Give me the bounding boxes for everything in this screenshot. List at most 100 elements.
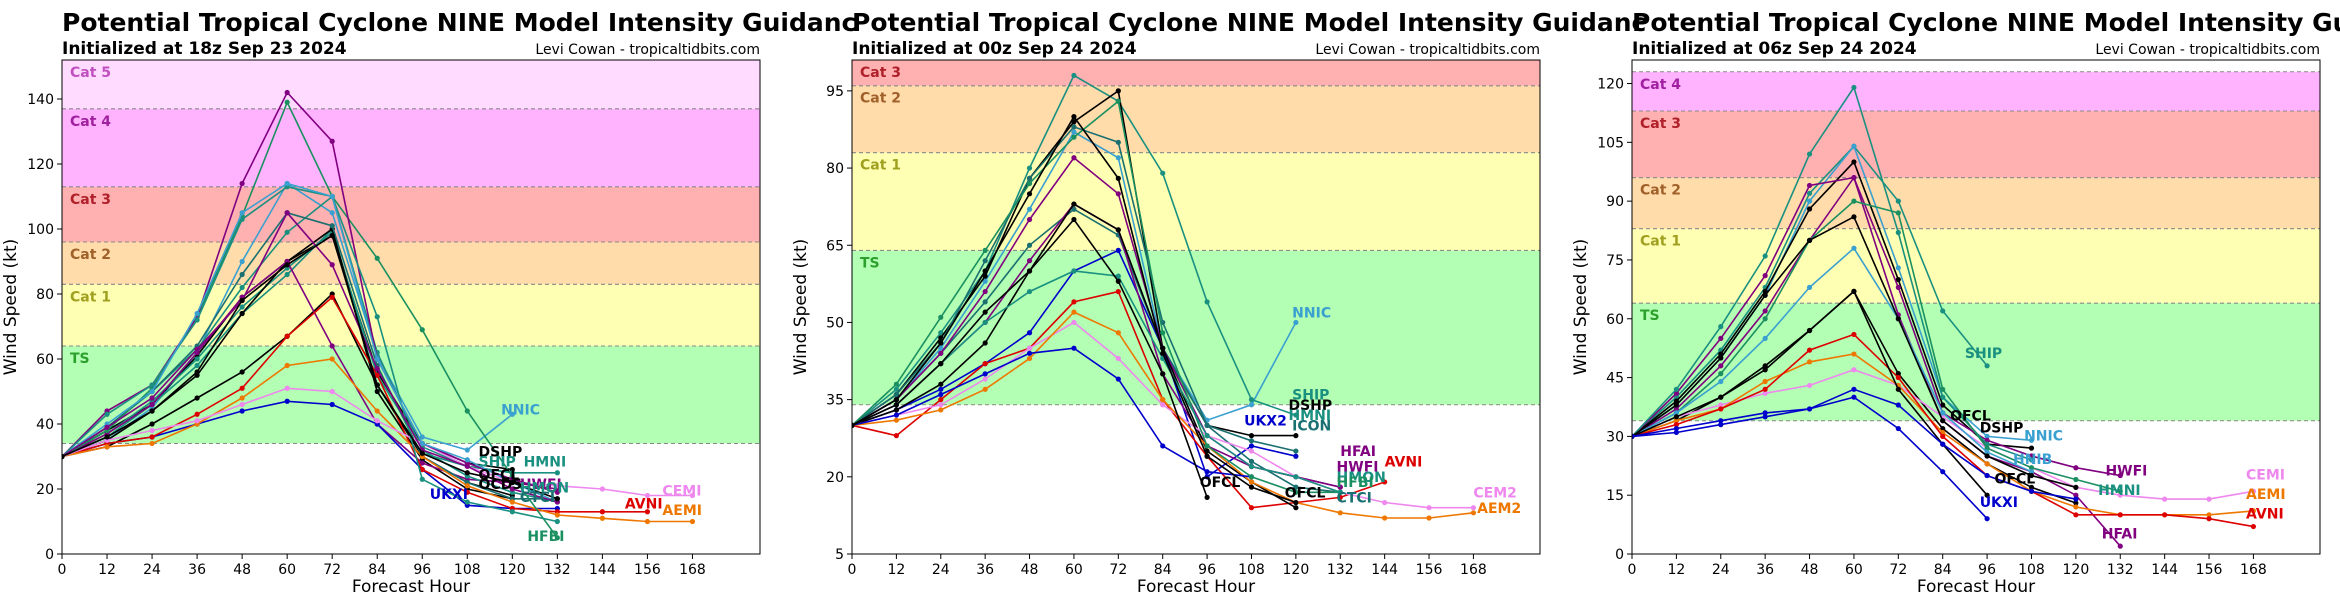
- x-tick-label: 156: [1416, 562, 1443, 578]
- series-group: [62, 89, 696, 541]
- series-point-unlabeled-10: [1895, 229, 1901, 236]
- y-tick-label: 20: [826, 470, 844, 486]
- model-label-dshp: DSHP: [1980, 420, 2024, 436]
- series-point-hwfi: [938, 350, 944, 356]
- x-axis-label: Forecast Hour: [1137, 577, 1255, 597]
- y-tick-label: 50: [826, 315, 844, 331]
- series-point-unlabeled-17: [284, 210, 290, 216]
- series-point-unlabeled-15: [1248, 484, 1255, 490]
- model-label-hnib: HNIB: [2013, 452, 2052, 468]
- x-tick-label: 12: [887, 562, 905, 578]
- series-point-unlabeled-13: [1806, 237, 1813, 243]
- series-point-unlabeled-15: [1984, 472, 1990, 479]
- series-point-avni: [982, 361, 988, 367]
- series-line-unlabeled-17: [62, 211, 558, 503]
- series-point-hwfi: [1115, 191, 1121, 197]
- series-point-unlabeled-10: [1851, 84, 1857, 91]
- series-point-avni: [1762, 386, 1768, 392]
- series-point-aemi: [1673, 418, 1679, 424]
- series-point-avni: [644, 509, 651, 515]
- series-point-unlabeled-14: [329, 138, 335, 144]
- series-point-avni: [2162, 512, 2168, 518]
- model-label-ctci: CTCI: [1337, 491, 1372, 507]
- series-point-dshp: [1115, 88, 1121, 94]
- model-label-hwfi: HWFI: [1337, 460, 1379, 476]
- y-tick-label: 80: [36, 287, 54, 303]
- model-label-ofcl: OFCL: [479, 467, 520, 483]
- series-point-unlabeled-13: [938, 314, 944, 320]
- series-point-ship: [1806, 190, 1813, 196]
- y-axis-label: Wind Speed (kt): [1, 239, 21, 376]
- series-point-unlabeled-14: [239, 180, 245, 187]
- model-label-dshp: DSHP: [1288, 398, 1332, 414]
- series-point-avni: [1382, 479, 1388, 485]
- series-point-unlabeled-14: [1337, 489, 1343, 495]
- series-point-cemi: [1762, 390, 1768, 396]
- plot-frame: [851, 59, 1541, 555]
- model-label-ukx2: UKX2: [1244, 413, 1287, 429]
- series-point-unlabeled-12: [982, 371, 988, 377]
- series-point-unlabeled-13: [2073, 484, 2079, 490]
- series-point-unlabeled-15: [1762, 410, 1768, 416]
- y-tick-label: 90: [1606, 194, 1624, 210]
- y-tick-label: 140: [27, 92, 54, 108]
- chart-title: Potential Tropical Cyclone NINE Model In…: [62, 8, 856, 37]
- band-cat-4: [1632, 71, 2320, 111]
- series-point-unlabeled-14: [1204, 433, 1210, 439]
- series-point-dshp: [1293, 433, 1299, 439]
- x-tick-label: 0: [848, 562, 857, 578]
- series-point-unlabeled-14: [1115, 273, 1121, 279]
- series-point-ofcl: [2073, 500, 2079, 506]
- y-axis-label: Wind Speed (kt): [791, 239, 811, 376]
- series-point-unlabeled-11: [2117, 488, 2123, 494]
- series-point-cem2: [1115, 355, 1121, 362]
- model-label-ofcl: OFCL: [1285, 485, 1326, 501]
- x-tick-label: 72: [323, 562, 341, 578]
- band-label-cat-2: Cat 2: [860, 91, 901, 107]
- band-cat-2: [62, 242, 760, 285]
- model-label-avni: AVNI: [1385, 455, 1423, 471]
- band-label-cat-2: Cat 2: [1640, 183, 1681, 199]
- series-point-ofcl: [239, 369, 245, 375]
- series-point-cemi: [284, 385, 290, 391]
- series-point-unlabeled-18: [509, 479, 515, 486]
- series-point-aemi: [1851, 351, 1857, 357]
- x-tick-label: 48: [1801, 562, 1819, 578]
- series-point-unlabeled-15: [554, 518, 560, 525]
- series-point-hwfi: [149, 401, 155, 408]
- series-point-unlabeled-12: [1673, 410, 1679, 416]
- band-label-cat-2: Cat 2: [70, 247, 111, 263]
- series-point-ofcl: [194, 395, 200, 401]
- model-label-ocd5: OCD5: [479, 477, 523, 493]
- series-point-unlabeled-16: [982, 309, 988, 315]
- series-point-hwfi: [2073, 465, 2079, 471]
- series-point-unlabeled-15: [104, 411, 110, 417]
- series-point-unlabeled-12: [1115, 376, 1121, 382]
- series-point-aemi: [2073, 504, 2079, 510]
- series-point-hfai: [2117, 543, 2123, 549]
- series-point-avni: [2117, 512, 2123, 518]
- series-point-nnic: [1895, 265, 1901, 271]
- series-point-aem2: [1071, 309, 1077, 315]
- x-tick-label: 24: [143, 562, 161, 578]
- x-tick-label: 72: [1109, 562, 1127, 578]
- series-point-unlabeled-10: [1806, 151, 1813, 157]
- model-label-ship: SHIP: [1292, 388, 1329, 404]
- series-point-ship: [893, 386, 899, 392]
- x-tick-label: 36: [188, 562, 206, 578]
- y-tick-label: 105: [1597, 135, 1624, 151]
- series-point-nnic: [509, 411, 515, 417]
- y-tick-label: 45: [1606, 371, 1624, 387]
- series-point-unlabeled-10: [1940, 394, 1946, 400]
- series-point-unlabeled-11: [1718, 371, 1724, 377]
- model-label-ship: SHIP: [1965, 346, 2002, 362]
- series-group: [1632, 84, 2257, 549]
- series-point-aem2: [1026, 355, 1033, 362]
- series-point-unlabeled-16: [1204, 494, 1210, 500]
- series-point-ofcl: [938, 381, 944, 387]
- series-point-unlabeled-14: [1851, 288, 1857, 294]
- x-tick-label: 96: [1198, 562, 1216, 578]
- series-point-unlabeled-15: [1071, 114, 1077, 120]
- series-point-unlabeled-12: [1718, 378, 1724, 385]
